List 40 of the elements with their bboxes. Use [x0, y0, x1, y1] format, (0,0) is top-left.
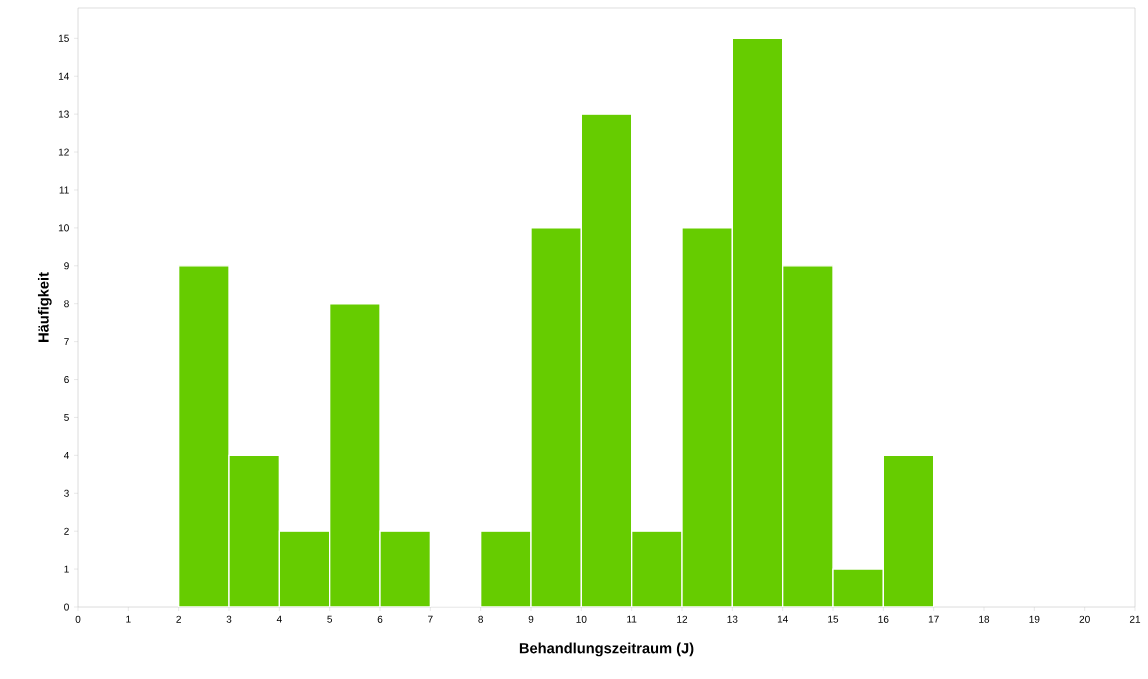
y-tick-label: 12 — [58, 148, 69, 156]
x-tick-label: 10 — [576, 615, 587, 623]
x-tick-label: 8 — [478, 615, 484, 623]
x-tick-label: 13 — [727, 615, 738, 623]
y-tick-label: 13 — [58, 110, 69, 118]
x-tick-label: 2 — [176, 615, 181, 623]
y-tick-label: 4 — [63, 451, 69, 459]
y-tick-label: 11 — [59, 186, 69, 194]
x-tick-label: 16 — [878, 615, 889, 623]
y-tick-label: 14 — [58, 72, 69, 80]
y-tick-label: 2 — [64, 527, 69, 535]
y-tick-label: 5 — [64, 413, 69, 421]
x-tick-label: 0 — [75, 615, 81, 623]
x-tick-label: 12 — [677, 615, 688, 623]
y-tick-label: 0 — [64, 603, 69, 611]
y-tick-label: 3 — [64, 489, 69, 497]
x-tick-label: 14 — [777, 615, 788, 623]
x-tick-label: 18 — [979, 615, 990, 623]
x-tick-label: 7 — [428, 615, 433, 623]
x-tick-label: 20 — [1079, 615, 1090, 623]
x-tick-label: 4 — [276, 615, 282, 623]
x-tick-label: 21 — [1129, 615, 1141, 623]
x-tick-label: 11 — [627, 615, 637, 623]
x-tick-label: 6 — [377, 615, 383, 623]
y-tick-label: 1 — [64, 565, 69, 573]
y-tick-label: 10 — [58, 224, 69, 232]
y-tick-label: 15 — [58, 34, 69, 42]
x-tick-label: 5 — [327, 615, 333, 623]
x-tick-label: 19 — [1029, 615, 1040, 623]
x-tick-label: 3 — [226, 615, 232, 623]
x-tick-label: 17 — [928, 615, 939, 623]
x-tick-label: 15 — [828, 615, 839, 623]
y-axis-title: Häufigkeit — [37, 272, 52, 342]
y-tick-label: 6 — [64, 375, 69, 384]
y-tick-label: 7 — [64, 338, 69, 346]
x-tick-label: 9 — [528, 615, 534, 623]
x-axis-title: Behandlungszeitraum (J) — [519, 642, 694, 657]
y-tick-label: 9 — [64, 262, 69, 270]
y-tick-label: 8 — [64, 300, 69, 308]
x-tick-label: 1 — [126, 615, 131, 623]
